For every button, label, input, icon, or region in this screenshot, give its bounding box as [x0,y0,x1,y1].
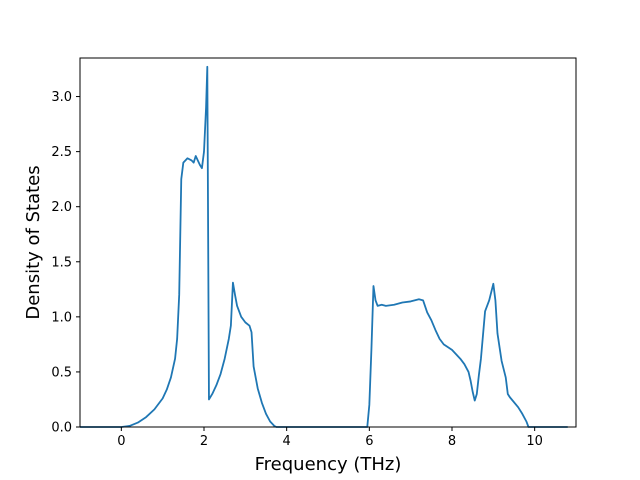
x-tick-label: 2 [200,434,208,449]
x-tick-label: 0 [117,434,125,449]
y-tick-label: 0.5 [51,365,72,380]
y-tick-label: 0.0 [51,421,72,436]
y-tick-label: 2.0 [51,200,72,215]
x-axis-label: Frequency (THz) [255,454,402,475]
x-tick-label: 10 [526,434,543,449]
y-axis-label: Density of States [23,165,44,319]
x-tick-label: 8 [448,434,456,449]
y-tick-label: 1.0 [51,310,72,325]
axis-ticks: 0 2 4 6 8 10 0.0 0.5 1.0 1.5 2.0 2.5 3.0 [51,90,543,449]
x-tick-label: 4 [283,434,291,449]
y-tick-label: 2.5 [51,145,72,160]
x-tick-label: 6 [365,434,373,449]
y-tick-label: 3.0 [51,90,72,105]
axes-frame [79,57,577,428]
y-tick-label: 1.5 [51,255,72,270]
